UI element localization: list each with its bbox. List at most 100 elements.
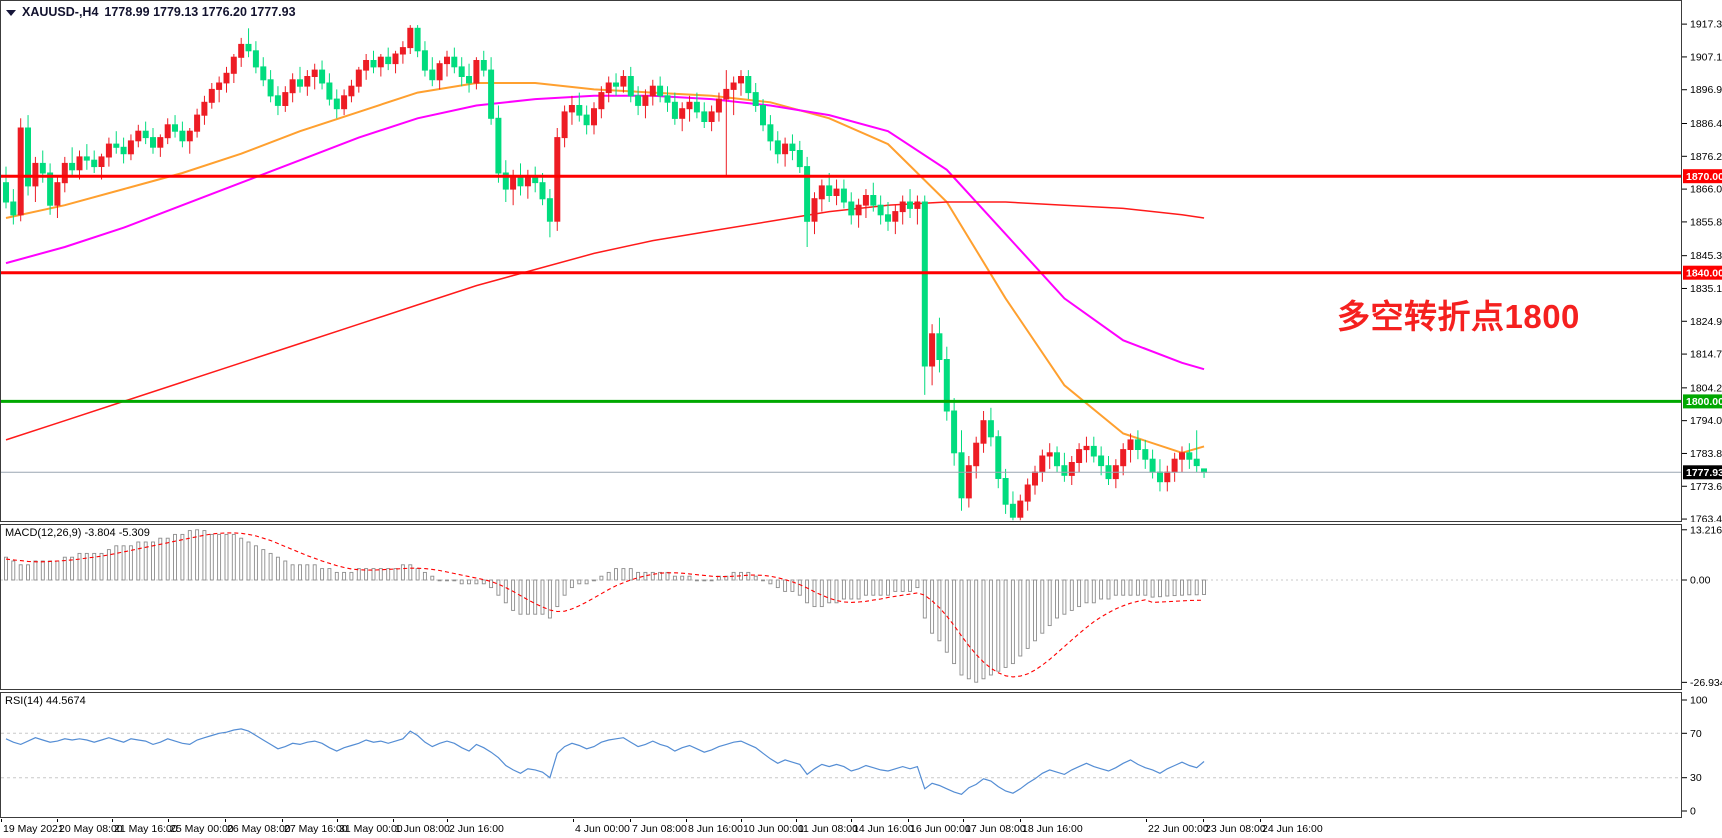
symbol-dropdown-caret-icon[interactable] <box>6 9 16 16</box>
macd-bar <box>445 579 449 582</box>
time-axis-label: 26 May 08:00 <box>227 823 291 835</box>
macd-bar <box>643 571 648 581</box>
macd-bar <box>819 579 824 608</box>
time-axis-label: 1 Jun 08:00 <box>395 823 450 835</box>
price-axis-label: 1794.00 <box>1690 415 1722 427</box>
candle <box>326 82 333 100</box>
macd-bar <box>966 579 971 680</box>
macd-indicator-pane[interactable]: 13.216 0.00 -26.934 <box>0 524 1722 690</box>
candle <box>480 60 487 71</box>
candle <box>1142 449 1149 460</box>
candle <box>297 79 303 87</box>
macd-bar <box>628 568 633 581</box>
time-axis-tick <box>630 819 631 822</box>
candle <box>1134 439 1141 450</box>
price-chart-pane[interactable]: 1917.30 1907.10 1896.90 1886.40 1876.20 1866.… <box>0 0 1722 522</box>
candle <box>1164 471 1171 483</box>
chart-text-annotation[interactable]: 多空转折点1800 <box>1337 298 1580 335</box>
time-axis-label: 17 Jun 08:00 <box>965 823 1026 835</box>
candle <box>1046 452 1053 457</box>
macd-bar <box>1025 579 1030 649</box>
macd-bar <box>128 545 133 581</box>
candle <box>341 95 348 110</box>
candle <box>870 195 877 206</box>
macd-bar <box>55 560 60 581</box>
candle <box>311 69 318 77</box>
candle <box>274 95 281 106</box>
macd-bar <box>1091 579 1096 604</box>
macd-bar <box>592 579 596 582</box>
macd-bar <box>408 564 413 581</box>
time-axis-label: 27 May 16:00 <box>284 823 348 835</box>
macd-bar <box>658 571 663 581</box>
macd-bar <box>231 533 236 581</box>
macd-bar <box>48 560 53 581</box>
time-axis-tick <box>963 819 964 822</box>
time-axis-tick <box>796 819 797 822</box>
macd-bar <box>1187 579 1192 596</box>
candle <box>179 130 186 142</box>
macd-bar <box>180 533 185 581</box>
macd-bar <box>415 568 420 581</box>
macd-bar <box>1033 579 1037 642</box>
candle <box>333 98 340 110</box>
candles <box>3 25 1207 521</box>
candle <box>885 214 891 222</box>
macd-bar <box>621 568 626 581</box>
time-axis-tick <box>168 819 169 822</box>
macd-bar <box>312 564 317 581</box>
price-plot-area <box>1 25 1681 521</box>
time-axis-label: 8 Jun 16:00 <box>688 823 743 835</box>
macd-bar <box>1018 579 1023 657</box>
candle <box>429 69 436 81</box>
candle <box>164 124 171 139</box>
macd-bar <box>209 533 214 581</box>
candle <box>1039 455 1046 473</box>
time-axis-label: 31 May 00:00 <box>339 823 403 835</box>
candle <box>208 88 215 103</box>
time-axis-label: 25 May 00:00 <box>170 823 234 835</box>
candle <box>583 114 590 126</box>
price-badge-label: 1840.00 <box>1686 268 1722 280</box>
macd-bar <box>371 568 376 581</box>
macd-bar <box>481 579 486 585</box>
macd-bar <box>930 579 935 634</box>
candle <box>980 420 987 444</box>
macd-bar <box>1047 579 1052 627</box>
candle <box>701 111 708 123</box>
macd-bar <box>702 579 707 582</box>
candle <box>1002 478 1009 505</box>
time-axis[interactable]: 19 May 2021 20 May 08:00 21 May 16:00 25 Ma… <box>0 819 1722 838</box>
candle <box>855 204 862 216</box>
pane-border <box>0 0 1682 522</box>
candle <box>987 420 994 438</box>
price-axis-label: 1876.20 <box>1690 151 1722 163</box>
macd-bar <box>827 579 832 604</box>
candle <box>929 333 936 367</box>
macd-bar <box>511 579 516 611</box>
price-badge <box>1683 169 1722 184</box>
candle <box>568 105 575 113</box>
macd-bar <box>136 541 141 581</box>
macd-bar <box>783 579 788 592</box>
price-axis-label: 1907.10 <box>1690 51 1722 63</box>
candle <box>267 79 274 97</box>
time-axis-tick <box>447 819 448 822</box>
macd-bar <box>99 552 104 581</box>
candle <box>796 150 803 168</box>
macd-bar <box>33 560 38 581</box>
candle <box>495 117 502 174</box>
candle <box>862 195 869 206</box>
macd-bar <box>1180 579 1184 596</box>
time-axis-label: 24 Jun 16:00 <box>1262 823 1323 835</box>
candle <box>399 47 406 55</box>
candle <box>627 76 634 97</box>
candle <box>951 410 958 454</box>
candle <box>664 95 671 103</box>
candle <box>1157 471 1163 483</box>
time-axis-tick <box>393 819 394 822</box>
candle <box>186 130 193 142</box>
candle <box>319 69 326 84</box>
rsi-indicator-pane[interactable]: 100 70 30 0 <box>0 692 1722 818</box>
candle <box>76 156 83 171</box>
